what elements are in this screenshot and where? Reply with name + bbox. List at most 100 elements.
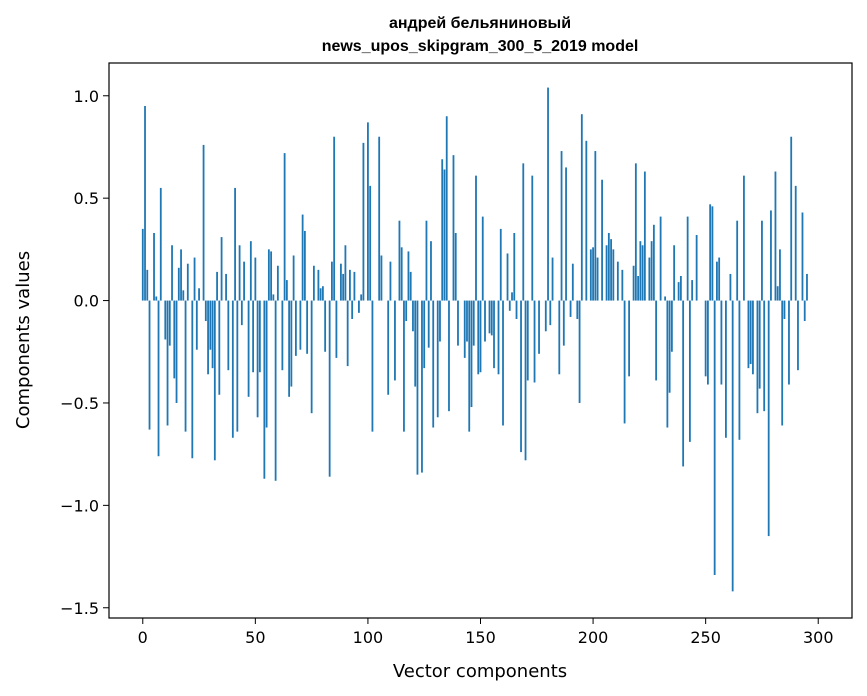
bar xyxy=(398,220,401,301)
bar xyxy=(601,179,603,301)
y-tick-label: 0.5 xyxy=(74,189,99,208)
bar xyxy=(616,261,619,301)
bar xyxy=(725,300,727,438)
bar xyxy=(202,144,205,301)
bar xyxy=(358,300,360,313)
bar xyxy=(148,300,151,430)
bar xyxy=(634,163,637,301)
bar xyxy=(707,300,709,385)
bar xyxy=(452,155,455,301)
y-tick-label: 1.0 xyxy=(74,87,99,106)
bar xyxy=(666,300,669,428)
bar xyxy=(276,265,279,301)
bar xyxy=(457,300,459,346)
bar xyxy=(506,253,509,301)
bar xyxy=(628,300,630,377)
bar xyxy=(490,300,493,336)
bar xyxy=(220,237,223,301)
bar xyxy=(641,245,644,301)
bar xyxy=(720,300,723,385)
bar xyxy=(234,187,236,301)
bar xyxy=(321,286,324,301)
bar xyxy=(272,294,275,301)
bar xyxy=(643,171,646,301)
bar xyxy=(718,257,721,301)
bar xyxy=(227,300,230,371)
bar xyxy=(416,300,419,475)
bar xyxy=(285,280,288,301)
bar xyxy=(761,220,763,301)
y-axis-ticks: 1.0 0.5 0.0 −0.5 −1.0 −1.5 xyxy=(60,87,109,618)
bar xyxy=(362,142,365,301)
bar xyxy=(281,300,284,371)
bar xyxy=(211,300,214,369)
bar xyxy=(351,300,354,319)
bar xyxy=(592,247,594,301)
bar xyxy=(182,290,185,301)
bar xyxy=(157,300,160,457)
bar xyxy=(252,300,254,373)
bar xyxy=(240,300,243,326)
bar xyxy=(797,300,799,371)
bar xyxy=(340,263,342,301)
bar xyxy=(716,261,718,301)
bar xyxy=(756,300,759,414)
bar xyxy=(731,300,734,592)
bar xyxy=(533,300,536,383)
bar xyxy=(686,216,689,301)
bar xyxy=(502,300,504,426)
bar xyxy=(738,300,741,440)
bar xyxy=(610,239,612,301)
bar xyxy=(371,300,374,432)
bar xyxy=(576,300,579,319)
bar xyxy=(677,282,680,301)
bar xyxy=(290,300,293,387)
bar xyxy=(209,300,212,350)
bar xyxy=(216,271,218,301)
bar xyxy=(430,241,432,301)
bar xyxy=(412,300,414,332)
x-tick-label: 0 xyxy=(138,628,148,647)
bar xyxy=(353,271,356,301)
bar xyxy=(195,300,198,350)
bar xyxy=(479,300,482,373)
bar xyxy=(360,294,363,301)
bar xyxy=(558,300,561,375)
bar xyxy=(544,300,547,332)
bar xyxy=(770,210,772,301)
chart-title-line1: андрей бельяниновый xyxy=(389,15,571,32)
bar xyxy=(254,257,257,301)
bar xyxy=(659,216,662,301)
bar xyxy=(288,300,291,397)
bar xyxy=(198,288,200,301)
bar xyxy=(299,300,302,350)
bar xyxy=(265,300,268,428)
x-tick-label: 50 xyxy=(245,628,265,647)
bar xyxy=(159,187,162,301)
bar xyxy=(454,232,457,301)
bar xyxy=(175,300,178,403)
bar xyxy=(249,241,252,301)
bar xyxy=(394,300,396,381)
y-tick-label: 0.0 xyxy=(74,292,99,311)
bar xyxy=(767,300,770,537)
bar xyxy=(448,300,450,412)
x-axis-ticks: 0 50 100 150 200 250 300 xyxy=(138,618,834,647)
bar xyxy=(141,228,144,301)
bar xyxy=(580,114,583,301)
bar xyxy=(513,232,516,301)
bar xyxy=(171,245,173,301)
bar xyxy=(421,300,423,473)
bar xyxy=(301,214,304,301)
bar xyxy=(560,151,563,301)
bar xyxy=(713,300,716,575)
bar xyxy=(508,300,511,311)
bar xyxy=(319,288,322,301)
chart-title-line2: news_upos_skipgram_300_5_2019 model xyxy=(322,38,639,55)
bar xyxy=(267,249,270,301)
bar xyxy=(468,300,471,432)
plot-area-frame xyxy=(108,62,853,619)
bar xyxy=(477,300,480,375)
bar xyxy=(589,249,592,301)
